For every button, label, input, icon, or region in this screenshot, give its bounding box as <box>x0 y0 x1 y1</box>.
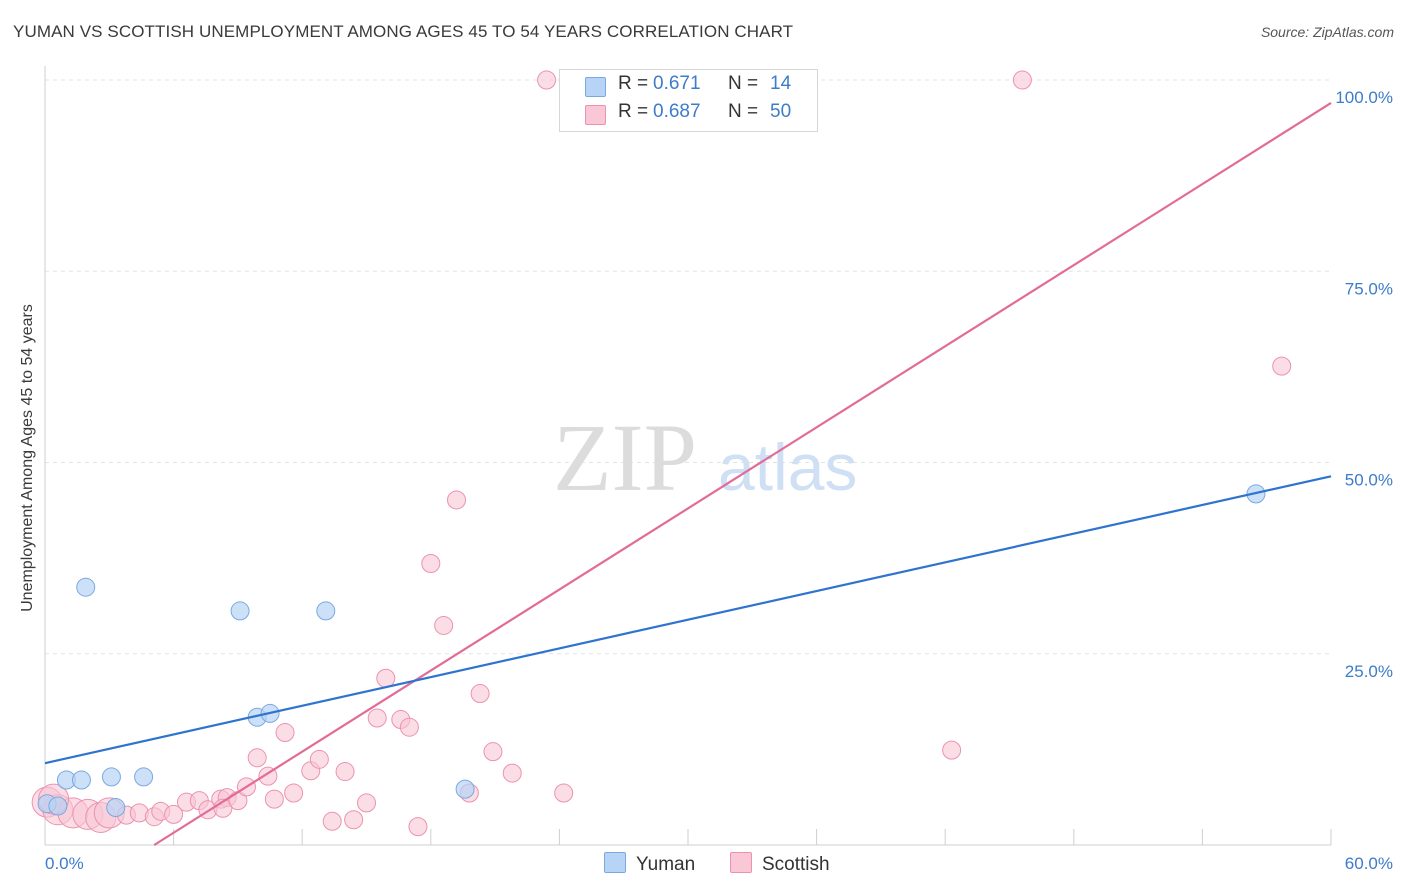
scottish-point <box>357 793 376 813</box>
scottish-point <box>483 742 503 762</box>
yuman-point <box>316 601 336 621</box>
yuman-trend-line <box>44 475 1332 765</box>
legend-swatch-yuman <box>585 77 606 97</box>
scottish-point <box>447 490 467 510</box>
legend-r-label: R = <box>618 73 649 94</box>
scottish-point <box>434 615 454 635</box>
legend-swatch-scottish <box>730 852 752 873</box>
trend-lines <box>44 102 1332 846</box>
scottish-point <box>376 668 396 688</box>
legend-label-scottish: Scottish <box>762 854 830 875</box>
yuman-point <box>106 798 126 818</box>
grid-lines <box>45 79 1331 655</box>
legend-n-label: N = <box>728 101 759 122</box>
legend-n-value: 14 <box>770 73 792 94</box>
scottish-point <box>309 749 329 769</box>
chart-title: YUMAN VS SCOTTISH UNEMPLOYMENT AMONG AGE… <box>13 22 794 41</box>
y-tick-label: 50.0% <box>1345 471 1393 490</box>
yuman-points <box>37 484 1266 818</box>
yuman-point <box>230 601 250 621</box>
yuman-point <box>71 770 91 790</box>
watermark-zip: ZIP <box>553 404 697 511</box>
scottish-point <box>284 783 304 803</box>
scottish-point <box>264 789 284 809</box>
y-tick-label: 100.0% <box>1335 88 1393 107</box>
scottish-point <box>470 684 490 704</box>
yuman-point <box>101 767 121 787</box>
bottom-legend-yuman: Yuman <box>604 852 695 876</box>
legend-n-value: 50 <box>770 101 792 122</box>
x-tick-label: 0.0% <box>45 854 84 873</box>
yuman-point <box>76 577 96 597</box>
scottish-point <box>344 810 364 830</box>
y-tick-label: 75.0% <box>1345 279 1393 298</box>
scottish-point <box>275 723 295 743</box>
yuman-point <box>455 779 475 799</box>
x-tick-label: 60.0% <box>1345 854 1393 873</box>
legend-swatch-scottish <box>585 105 606 125</box>
scottish-point <box>1012 70 1032 90</box>
yuman-point <box>134 767 154 787</box>
scottish-point <box>942 740 962 760</box>
legend-r-label: R = <box>618 101 649 122</box>
scottish-points <box>31 70 1292 837</box>
source-label: Source: ZipAtlas.com <box>1260 24 1394 40</box>
scottish-point <box>554 783 574 803</box>
scottish-point <box>399 717 419 737</box>
axes <box>44 66 1332 846</box>
scottish-trend-line <box>153 102 1332 846</box>
yuman-point <box>48 796 68 816</box>
scottish-point <box>335 762 355 782</box>
scottish-point <box>322 811 342 831</box>
correlation-legend: R = 0.671 N = 14 R = 0.687 N = 50 <box>559 69 818 132</box>
scottish-point <box>408 817 428 837</box>
legend-r-value: 0.671 <box>653 73 701 94</box>
legend-label-yuman: Yuman <box>636 854 696 875</box>
scottish-point <box>502 763 522 783</box>
watermark: ZIP atlas <box>553 404 857 511</box>
scottish-point <box>164 804 184 824</box>
scottish-point <box>1272 356 1292 376</box>
scottish-point <box>247 748 267 768</box>
watermark-atlas: atlas <box>718 430 857 504</box>
scottish-point <box>421 553 441 573</box>
legend-r-value: 0.687 <box>653 101 701 122</box>
y-tick-label: 25.0% <box>1345 662 1393 681</box>
tick-labels: 25.0% 50.0% 75.0% 100.0% 0.0% 60.0% <box>45 88 1393 873</box>
legend-swatch-yuman <box>604 852 626 873</box>
bottom-legend-scottish: Scottish <box>730 852 830 876</box>
scottish-point <box>367 708 387 728</box>
scottish-point <box>537 70 557 90</box>
legend-n-label: N = <box>728 73 759 94</box>
